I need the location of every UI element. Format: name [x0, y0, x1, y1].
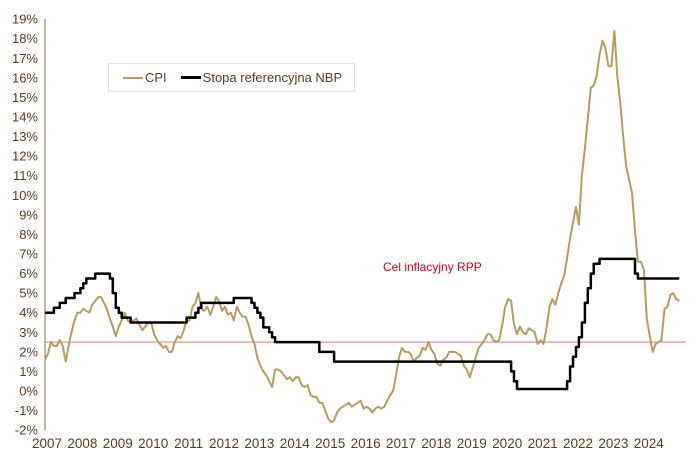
x-tick-label: 2018 [421, 436, 451, 451]
x-tick-label: 2012 [209, 436, 239, 451]
y-tick-label: 14% [12, 110, 38, 125]
y-tick-label: 16% [12, 70, 38, 85]
x-tick-label: 2020 [492, 436, 522, 451]
x-tick-label: 2013 [244, 436, 274, 451]
x-tick-label: 2015 [315, 436, 345, 451]
y-tick-label: 0% [19, 384, 38, 399]
y-tick-label: 12% [12, 149, 38, 164]
y-tick-label: 5% [19, 286, 38, 301]
series-line-nbp-rate [45, 257, 680, 391]
y-tick-label: 7% [19, 247, 38, 262]
y-tick-label: 9% [19, 207, 38, 222]
legend-swatch-cpi [123, 76, 143, 79]
x-tick-label: 2008 [67, 436, 97, 451]
x-tick-label: 2011 [174, 436, 203, 451]
y-tick-label: 19% [12, 12, 38, 27]
x-tick-label: 2014 [280, 436, 311, 451]
y-tick-label: 13% [12, 129, 38, 144]
legend-label-nbp: Stopa referencyjna NBP [202, 70, 343, 85]
y-tick-label: 6% [19, 266, 38, 281]
x-tick-label: 2022 [563, 436, 593, 451]
y-tick-label: 17% [12, 51, 38, 66]
y-tick-label: 15% [12, 90, 38, 105]
y-tick-label: 4% [19, 305, 38, 320]
y-tick-label: 3% [19, 325, 38, 340]
x-tick-label: 2016 [351, 436, 381, 451]
x-tick-label: 2009 [103, 436, 133, 451]
x-tick-label: 2007 [32, 436, 62, 451]
reference-line-label: Cel inflacyjny RPP [383, 260, 482, 274]
x-tick-label: 2021 [528, 436, 558, 451]
y-tick-label: 18% [12, 31, 38, 46]
x-tick-label: 2017 [386, 436, 416, 451]
legend-swatch-nbp [180, 76, 201, 79]
y-tick-label: 1% [19, 364, 38, 379]
x-tick-label: 2024 [634, 436, 665, 451]
y-tick-label: 8% [19, 227, 38, 242]
x-tick-label: 2010 [138, 436, 168, 451]
y-tick-label: 11% [13, 168, 38, 183]
y-tick-label: 2% [19, 344, 38, 359]
legend-label-cpi: CPI [145, 70, 167, 85]
y-tick-label: -2% [15, 423, 39, 438]
y-tick-label: 10% [12, 188, 38, 203]
legend: CPI Stopa referencyjna NBP [108, 63, 355, 92]
y-tick-label: -1% [15, 403, 39, 418]
x-tick-label: 2023 [598, 436, 628, 451]
x-tick-label: 2019 [457, 436, 487, 451]
